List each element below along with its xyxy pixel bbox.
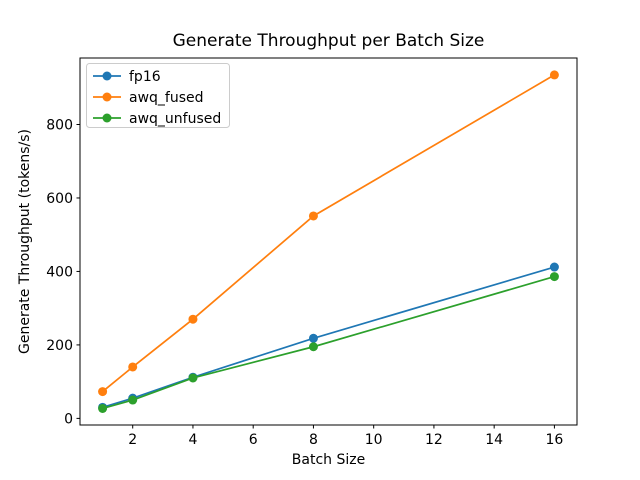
y-tick-label: 200 <box>46 338 73 354</box>
data-point-marker <box>98 403 108 413</box>
legend: fp16 awq_fused awq_unfused <box>86 63 230 128</box>
x-tick-label: 12 <box>425 432 443 448</box>
legend-label: awq_unfused <box>129 111 221 127</box>
y-axis-ticks: 0 200 400 600 800 <box>46 117 80 427</box>
data-point-marker <box>308 342 318 352</box>
legend-marker-icon <box>102 92 112 102</box>
data-series <box>98 70 559 413</box>
data-point-marker <box>128 395 138 405</box>
y-tick-label: 0 <box>64 411 73 427</box>
legend-entry-awq_unfused: awq_unfused <box>93 111 221 127</box>
y-tick-label: 600 <box>46 191 73 207</box>
legend-label: fp16 <box>129 69 161 85</box>
y-axis-label: Generate Throughput (tokens/s) <box>17 129 33 354</box>
y-tick-label: 400 <box>46 264 73 280</box>
x-tick-label: 4 <box>188 432 197 448</box>
data-point-marker <box>549 272 559 282</box>
data-point-marker <box>549 262 559 272</box>
data-point-marker <box>308 211 318 221</box>
plot-area <box>79 57 578 426</box>
x-tick-label: 16 <box>545 432 563 448</box>
x-axis-ticks: 2 4 6 8 10 12 14 16 <box>128 425 563 448</box>
series-line <box>101 275 556 410</box>
legend-entry-fp16: fp16 <box>93 69 161 85</box>
legend-marker-icon <box>102 113 112 123</box>
x-tick-label: 8 <box>309 432 318 448</box>
data-point-marker <box>188 314 198 324</box>
y-tick-label: 800 <box>46 117 73 133</box>
x-tick-label: 14 <box>485 432 503 448</box>
data-point-marker <box>98 387 108 397</box>
x-axis-label: Batch Size <box>292 452 365 468</box>
data-point-marker <box>308 333 318 343</box>
data-point-marker <box>549 70 559 80</box>
x-tick-label: 6 <box>249 432 258 448</box>
x-tick-label: 10 <box>365 432 383 448</box>
series-fp16 <box>98 262 559 412</box>
series-awq_unfused <box>98 272 559 413</box>
chart-title: Generate Throughput per Batch Size <box>173 31 485 51</box>
data-point-marker <box>188 373 198 383</box>
legend-entry-awq_fused: awq_fused <box>93 90 204 106</box>
x-tick-label: 2 <box>128 432 137 448</box>
series-awq_fused <box>98 70 559 397</box>
legend-marker-icon <box>102 71 112 81</box>
data-point-marker <box>128 362 138 372</box>
legend-label: awq_fused <box>129 90 204 106</box>
legend-box <box>86 63 230 128</box>
